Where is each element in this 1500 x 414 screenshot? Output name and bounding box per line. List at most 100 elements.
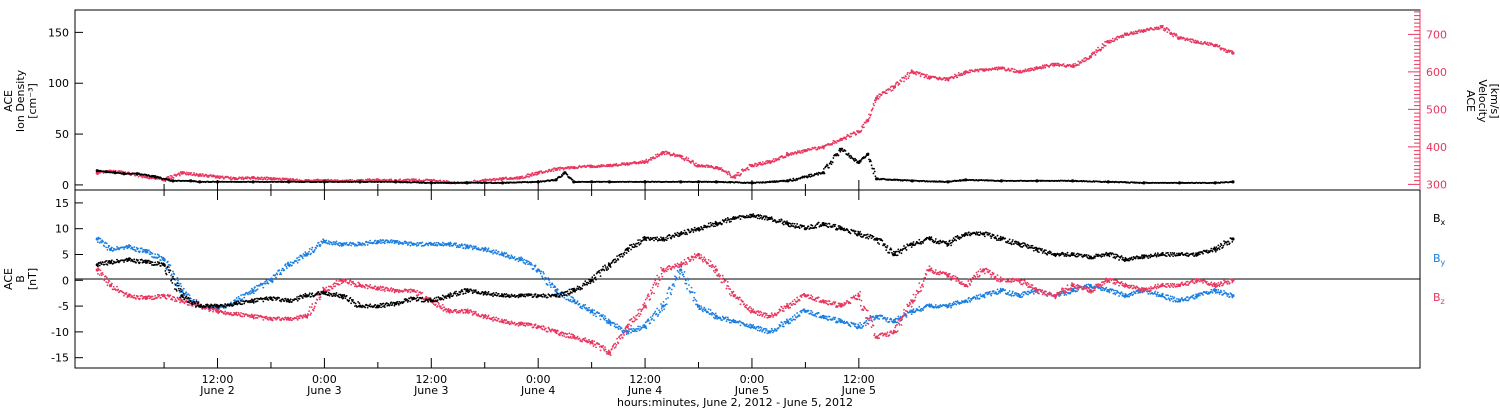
data-point-interp (613, 322, 615, 324)
data-point-interp (304, 251, 306, 253)
data-point-interp (892, 86, 894, 88)
data-point-interp (327, 179, 329, 181)
data-point-interp (533, 268, 535, 270)
data-point-interp (750, 324, 752, 326)
data-point-interp (508, 255, 510, 257)
data-point-interp (159, 256, 161, 258)
data-point-interp (193, 172, 195, 174)
data-point-interp (1195, 39, 1197, 41)
data-point-interp (467, 244, 469, 246)
data-point-interp (485, 180, 487, 182)
data-point-interp (638, 328, 640, 330)
data-point-interp (908, 77, 910, 79)
velocity-ytick-label: 700 (1426, 28, 1447, 41)
data-point-interp (1078, 64, 1080, 66)
data-point-interp (97, 241, 99, 243)
data-point-interp (403, 242, 405, 244)
data-point-interp (782, 323, 784, 325)
data-point-interp (1105, 45, 1107, 47)
data-point-interp (738, 172, 740, 174)
data-point-interp (848, 153, 850, 155)
data-point-interp (271, 277, 273, 279)
data-point-interp (1112, 38, 1114, 40)
data-point-interp (497, 253, 499, 255)
data-point-interp (415, 178, 417, 180)
data-point-interp (544, 279, 546, 281)
data-point-interp (901, 80, 903, 82)
data-point-interp (648, 320, 650, 322)
data-point-interp (682, 273, 684, 275)
data-point-interp (358, 242, 360, 244)
data-point-interp (675, 279, 677, 281)
data-point-interp (172, 270, 174, 272)
data-point-interp (904, 77, 906, 79)
data-point-interp (147, 251, 149, 253)
data-point-interp (230, 176, 232, 178)
data-point-interp (617, 328, 619, 330)
data-point-interp (811, 149, 813, 151)
data-point-interp (531, 175, 533, 177)
data-point-interp (651, 318, 653, 320)
data-point-interp (897, 81, 899, 83)
data-point-interp (691, 287, 693, 289)
data-point-interp (350, 245, 352, 247)
data-point-interp (857, 328, 859, 330)
data-point-interp (843, 321, 845, 323)
data-point-interp (106, 242, 108, 244)
data-point-interp (867, 153, 869, 155)
data-point-interp (925, 76, 927, 78)
data-point-interp (135, 250, 137, 252)
plasma-panel-frame (75, 10, 1420, 190)
data-point-interp (855, 323, 857, 325)
data-point-interp (166, 268, 168, 270)
data-point-interp (757, 326, 759, 328)
data-point-interp (764, 332, 766, 334)
data-point-interp (908, 75, 910, 77)
data-point-interp (107, 247, 109, 249)
data-point-interp (658, 314, 660, 316)
bfield-ytick-label: -10 (51, 326, 69, 339)
data-point-interp (685, 279, 687, 281)
data-point-interp (790, 318, 792, 320)
data-point-interp (610, 324, 612, 326)
data-point-interp (707, 311, 709, 313)
data-point-interp (1094, 51, 1096, 53)
data-point-interp (1155, 28, 1157, 30)
data-point-interp (639, 326, 641, 328)
data-point-interp (298, 256, 300, 258)
data-point-interp (654, 157, 656, 159)
data-point-interp (540, 170, 542, 172)
data-point-interp (864, 321, 866, 323)
data-point-interp (530, 262, 532, 264)
data-point-interp (826, 316, 828, 318)
data-point-interp (792, 316, 794, 318)
data-point-interp (836, 142, 838, 144)
data-point-interp (645, 159, 647, 161)
data-point-interp (963, 71, 965, 73)
data-point-interp (581, 308, 583, 310)
data-point-interp (450, 243, 452, 245)
data-point-interp (960, 73, 962, 75)
data-point-interp (752, 324, 754, 326)
data-point-interp (415, 243, 417, 245)
data-point-interp (1162, 25, 1164, 27)
data-point-interp (808, 310, 810, 312)
data-point-interp (905, 76, 907, 78)
data-point-interp (1123, 36, 1125, 38)
data-point-interp (518, 178, 520, 180)
data-point-interp (411, 242, 413, 244)
data-point-interp (838, 150, 840, 152)
data-point-interp (1055, 63, 1057, 65)
data-point-interp (167, 261, 169, 263)
data-point-interp (644, 162, 646, 164)
data-point-interp (285, 263, 287, 265)
data-point-interp (554, 286, 556, 288)
data-point-interp (602, 314, 604, 316)
data-point-interp (656, 308, 658, 310)
data-point-interp (1097, 47, 1099, 49)
data-point-interp (1096, 51, 1098, 53)
data-point-interp (818, 312, 820, 314)
data-point-interp (682, 155, 684, 157)
data-point-interp (604, 315, 606, 317)
